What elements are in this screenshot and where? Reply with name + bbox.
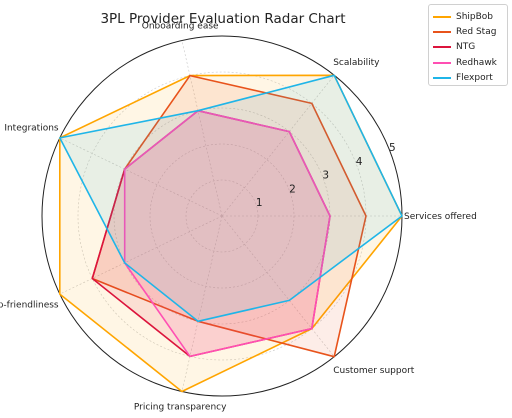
- axis-label-scalability: Scalability: [333, 58, 380, 68]
- legend-label-ntg: NTG: [456, 42, 476, 53]
- spoke-pricing-transparency: [181, 215, 223, 392]
- radial-tick-labels: 1 2 3 4 5: [256, 142, 396, 209]
- axis-label-onboarding-ease: Onboarding ease: [142, 22, 219, 32]
- spoke-startup-friendliness: [59, 215, 223, 295]
- radial-tick-3: 3: [322, 170, 329, 182]
- radial-tick-1: 1: [256, 197, 263, 209]
- legend-item-ntg: NTG: [433, 40, 503, 55]
- spoke-scalability: [221, 75, 335, 217]
- spoke-customer-support: [221, 215, 335, 357]
- legend-item-red-stag: Red Stag: [433, 24, 503, 39]
- axis-label-pricing-transparency: Pricing transparency: [134, 402, 227, 412]
- axis-labels: Services offered Scalability Onboarding ea…: [0, 22, 477, 413]
- legend-swatch-redhawk: [433, 61, 451, 64]
- spoke-onboarding-ease: [181, 40, 223, 217]
- series-redhawk: [123, 109, 331, 358]
- radial-tick-2: 2: [289, 183, 296, 195]
- legend-swatch-flexport: [433, 77, 451, 80]
- axis-label-customer-support: Customer support: [333, 366, 415, 376]
- legend-item-redhawk: Redhawk: [433, 55, 503, 70]
- legend-swatch-shipbob: [433, 15, 451, 18]
- series-shipbob: [58, 74, 403, 393]
- legend-label-redhawk: Redhawk: [456, 57, 497, 68]
- radial-tick-5: 5: [389, 142, 396, 154]
- legend: ShipBob Red Stag NTG Redhawk Flexport: [428, 4, 508, 86]
- axis-label-integrations: Integrations: [4, 123, 59, 133]
- axis-label-services-offered: Services offered: [404, 212, 477, 222]
- legend-item-flexport: Flexport: [433, 71, 503, 86]
- legend-swatch-ntg: [433, 46, 451, 49]
- legend-item-shipbob: ShipBob: [433, 9, 503, 24]
- chart-title: 3PL Provider Evaluation Radar Chart: [100, 11, 345, 27]
- legend-label-shipbob: ShipBob: [456, 11, 494, 22]
- legend-label-flexport: Flexport: [456, 73, 493, 84]
- series-flexport: [58, 74, 403, 323]
- radial-tick-4: 4: [356, 156, 363, 168]
- legend-label-red-stag: Red Stag: [456, 27, 497, 38]
- axis-label-startup-friendliness: Startup-friendliness: [0, 301, 59, 311]
- radar-series: [58, 74, 403, 393]
- spoke-integrations: [59, 137, 223, 217]
- legend-swatch-red-stag: [433, 31, 451, 34]
